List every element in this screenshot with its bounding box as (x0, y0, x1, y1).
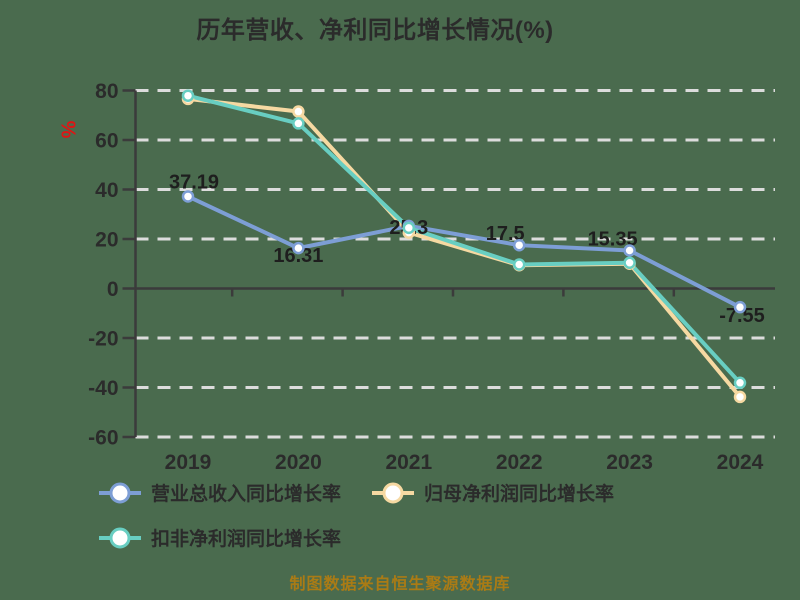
data-label-2023: 15.35 (588, 229, 638, 251)
marker-series_non_gaap-2019 (181, 89, 195, 102)
y-tick-label: -40 (88, 377, 118, 400)
marker-series_revenue-2019 (181, 190, 195, 203)
marker-series_non_gaap-2021 (402, 221, 416, 235)
marker-series_revenue-2020 (292, 241, 305, 255)
chart-title: 历年营收、净利同比增长情况(%) (196, 17, 554, 44)
line-chart-plot-area: 80 60 40 20 0 -20 -40 -60 2019 2020 2021 2022 2023 20… (88, 80, 775, 474)
x-tick-label-2019: 2019 (165, 451, 212, 474)
x-tick-label-2022: 2022 (496, 451, 543, 474)
legend-label: 扣非净利润同比增长率 (151, 529, 342, 550)
marker-series_net_profit-2024 (733, 390, 747, 404)
legend-item: 扣非净利润同比增长率 (98, 524, 341, 551)
marker-series_non_gaap-2022 (512, 258, 526, 271)
series-line-series_revenue (186, 194, 742, 310)
marker-series_net_profit-2020 (292, 105, 305, 118)
legend-marker-icon (99, 482, 141, 503)
y-tick-label: 20 (95, 229, 118, 252)
legend-item: 归母净利润同比增长率 (371, 479, 614, 506)
data-label-2024: -7.55 (719, 305, 765, 327)
data-label-2022: 17.5 (486, 223, 525, 245)
legend-row-1: 营业总收入同比增长率 归母净利润同比增长率 (98, 479, 636, 506)
y-tick-label: -60 (88, 427, 118, 450)
marker-series_revenue-2022 (512, 238, 526, 252)
x-tick-label-2024: 2024 (717, 451, 764, 474)
series-line-series_non_gaap (186, 93, 742, 385)
data-label-2020: 16.31 (273, 245, 323, 267)
y-tick-label: 40 (95, 179, 118, 202)
y-tick-label: -20 (88, 328, 118, 351)
legend-label: 营业总收入同比增长率 (151, 484, 342, 505)
marker-series_non_gaap-2020 (292, 117, 305, 130)
data-source-note: 制图数据来自恒生聚源数据库 (289, 576, 511, 593)
legend-item: 营业总收入同比增长率 (98, 479, 341, 506)
marker-series_non_gaap-2024 (733, 376, 747, 390)
legend-row-2: 扣非净利润同比增长率 (98, 524, 363, 551)
marker-series_revenue-2023 (623, 244, 636, 257)
y-tick-label: 60 (95, 130, 118, 153)
x-tick-label-2020: 2020 (275, 451, 322, 474)
x-tick-label-2023: 2023 (606, 451, 653, 474)
series-line-series_net_profit (186, 96, 742, 399)
marker-series_non_gaap-2023 (623, 256, 636, 270)
x-tick-label-2021: 2021 (385, 451, 432, 474)
y-tick-label: 0 (107, 278, 119, 301)
marker-series_revenue-2024 (733, 300, 747, 314)
legend-label: 归母净利润同比增长率 (424, 484, 615, 505)
legend-marker-icon (372, 482, 415, 503)
legend-marker-icon (99, 527, 141, 548)
data-label-2019: 37.19 (169, 171, 219, 193)
y-tick-label: 80 (95, 80, 118, 103)
